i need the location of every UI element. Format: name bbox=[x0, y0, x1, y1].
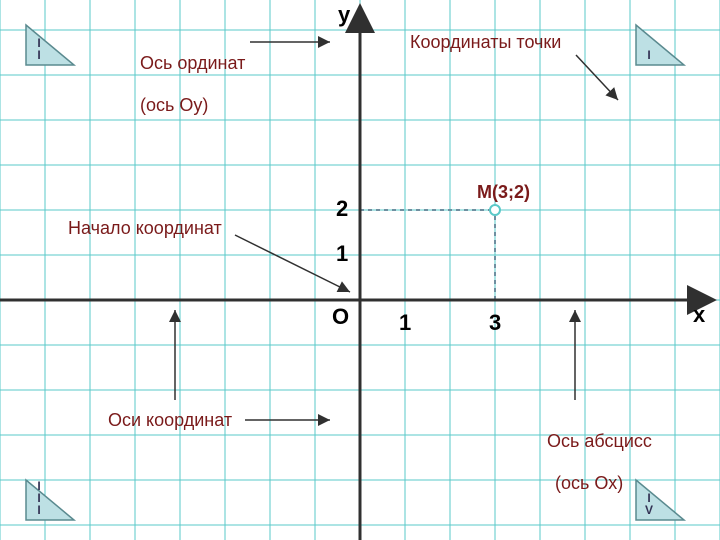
annotation-abscissa: Ось абсцисс (ось Ох) bbox=[527, 410, 652, 515]
quadrant-1-label: I bbox=[639, 49, 659, 61]
annotation-ordinate-line1: Ось ординат bbox=[140, 53, 245, 73]
quadrant-2-label: I I bbox=[29, 37, 49, 61]
x-axis-label: х bbox=[693, 302, 705, 328]
origin-label: О bbox=[332, 304, 349, 330]
coordinate-plane-diagram: х у О 1 3 1 2 M(3;2) Ось ординат (ось Оy) К… bbox=[0, 0, 720, 540]
quadrant-4-label: I V bbox=[639, 492, 659, 516]
annotation-origin: Начало координат bbox=[68, 218, 222, 239]
x-tick-3: 3 bbox=[489, 310, 501, 336]
annotation-axes: Оси координат bbox=[108, 410, 232, 431]
arrow-coords-point bbox=[576, 55, 618, 100]
x-tick-1: 1 bbox=[399, 310, 411, 336]
arrow-origin bbox=[235, 235, 350, 292]
annotation-ordinate-line2: (ось Оy) bbox=[140, 95, 208, 115]
y-tick-2: 2 bbox=[336, 196, 348, 222]
y-tick-1: 1 bbox=[336, 241, 348, 267]
annotation-ordinate: Ось ординат (ось Оy) bbox=[120, 32, 245, 137]
annotation-abscissa-line2: (ось Ох) bbox=[547, 473, 623, 493]
quadrant-3-label: I I I bbox=[29, 480, 49, 516]
annotation-coords-point: Координаты точки bbox=[410, 32, 561, 53]
point-label: M(3;2) bbox=[477, 182, 530, 203]
y-axis-label: у bbox=[338, 2, 350, 28]
annotation-abscissa-line1: Ось абсцисс bbox=[547, 431, 652, 451]
point-marker bbox=[490, 205, 500, 215]
